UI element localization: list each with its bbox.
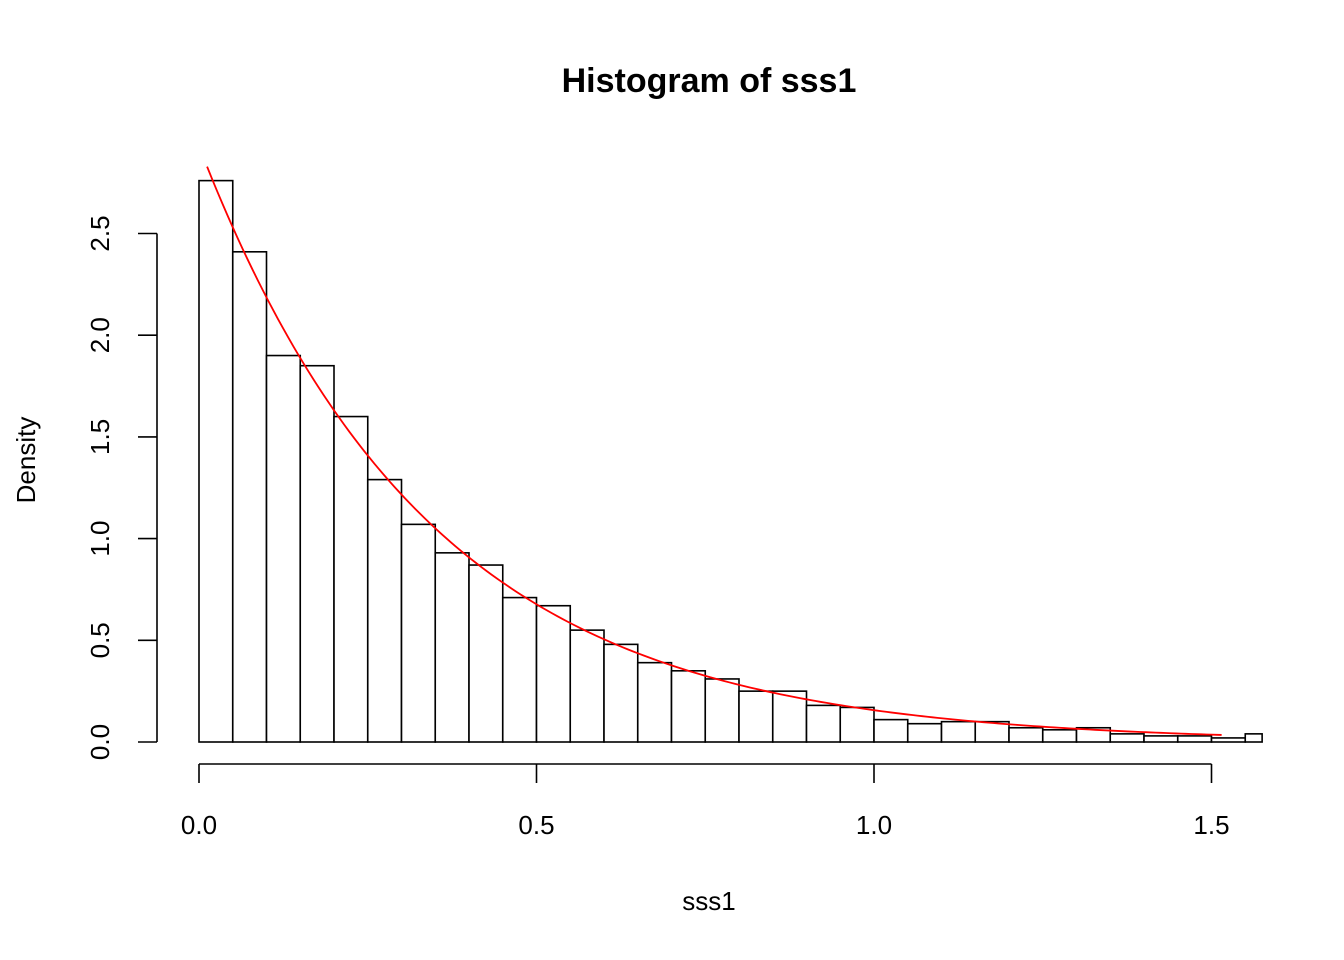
histogram-bar [771,690,808,743]
histogram-bar [501,596,538,743]
chart-title: Histogram of sss1 [562,62,857,100]
histogram-bar [1041,728,1078,743]
y-tick-label: 0.5 [85,622,115,658]
histogram-bar [940,720,977,743]
y-tick-label: 2.5 [85,215,115,251]
histogram-bar [1109,733,1145,743]
x-tick-label: 0.0 [181,810,217,840]
histogram-bar [636,661,673,743]
histogram-bar [738,690,774,743]
y-tick-label: 1.5 [85,419,115,455]
y-tick-label: 0.0 [85,724,115,760]
histogram-bar [670,670,707,743]
histogram-bar [299,364,335,743]
histogram-bar [400,523,437,743]
histogram-bar [1244,733,1263,743]
histogram-bar [906,722,943,743]
histogram-bar [704,678,740,743]
histogram-bar [535,604,572,743]
histogram-bar [333,415,369,743]
histogram-bar [839,706,875,743]
y-axis-label: Density [11,417,41,504]
x-tick-label: 1.5 [1193,810,1229,840]
histogram-bar [805,704,842,743]
histogram-bar [569,629,605,743]
y-tick-label: 1.0 [85,521,115,557]
histogram-bar [1008,726,1044,743]
density-curve-group [206,166,1222,736]
histogram-bar [1143,735,1179,743]
histogram-bar [1210,737,1247,743]
x-axis-label: sss1 [682,886,735,916]
x-tick-label: 1.0 [856,810,892,840]
histogram-bar [366,478,403,743]
x-tick-label: 0.5 [518,810,554,840]
histogram-bar [468,564,504,743]
histogram-bar [1176,735,1213,743]
histogram-bar [434,552,470,743]
histogram-bar [265,354,302,743]
histogram-bar [603,643,639,743]
y-tick-label: 2.0 [85,317,115,353]
density-curve [206,166,1222,736]
histogram-bar [873,718,909,743]
histogram-bar [231,251,268,743]
y-axis: 0.0 0.5 1.0 1.5 2.0 2.5 [85,215,158,760]
histogram-bar [198,179,234,743]
histogram-bars [198,179,1263,743]
x-axis: 0.0 0.5 1.0 1.5 [181,763,1230,840]
